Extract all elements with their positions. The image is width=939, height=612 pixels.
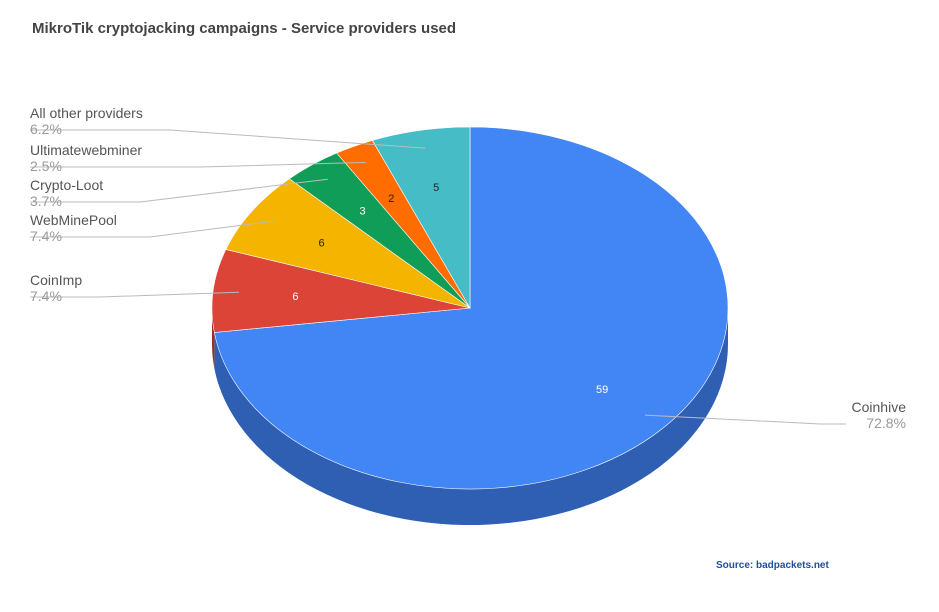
value-labels: 59 6 6 3 2 5 [292,182,608,396]
chart-title: MikroTik cryptojacking campaigns - Servi… [32,20,457,37]
pie-slice-coinimp [211,249,471,333]
percent-label-webminepool: 7.4% [30,228,62,244]
value-label-coinhive: 59 [596,384,608,396]
percent-label-coinimp: 7.4% [30,288,62,304]
pie-slice-coinhive [214,126,729,490]
value-label-webminepool: 6 [319,237,325,249]
category-label-ultimatewebminer: Ultimatewebminer [30,142,142,158]
pie-slice-webminepool [225,178,471,309]
category-label-coinimp: CoinImp [30,272,82,288]
category-label-all-other-providers: All other providers [30,105,143,121]
pie-slices [211,126,729,490]
source-note: Source: badpackets.net [716,560,829,571]
leader-lines [30,129,846,425]
percent-label-all-other-providers: 6.2% [30,121,62,137]
percent-label-ultimatewebminer: 2.5% [30,158,62,174]
value-label-crypto-loot: 3 [359,206,365,218]
leader-line-ultimatewebminer [30,161,366,168]
percent-label-crypto-loot: 3.7% [30,193,62,209]
leader-line-coinimp [30,291,239,298]
pie-side-coinhive [214,308,729,525]
leader-line-crypto-loot [30,178,328,203]
category-label-webminepool: WebMinePool [30,212,117,228]
value-label-ultimatewebminer: 2 [388,193,394,205]
pie-slice-all-other-providers [371,126,471,310]
category-label-crypto-loot: Crypto-Loot [30,177,103,193]
percent-label-coinhive: 72.8% [866,415,906,431]
category-labels: Coinhive72.8%CoinImp7.4%WebMinePool7.4%C… [30,105,906,431]
value-label-coinimp: 6 [292,291,298,303]
value-label-all-other-providers: 5 [433,182,439,194]
leader-line-webminepool [30,220,274,238]
leader-line-all-other-providers [30,129,426,149]
leader-line-coinhive [644,414,846,425]
category-label-coinhive: Coinhive [852,399,907,415]
